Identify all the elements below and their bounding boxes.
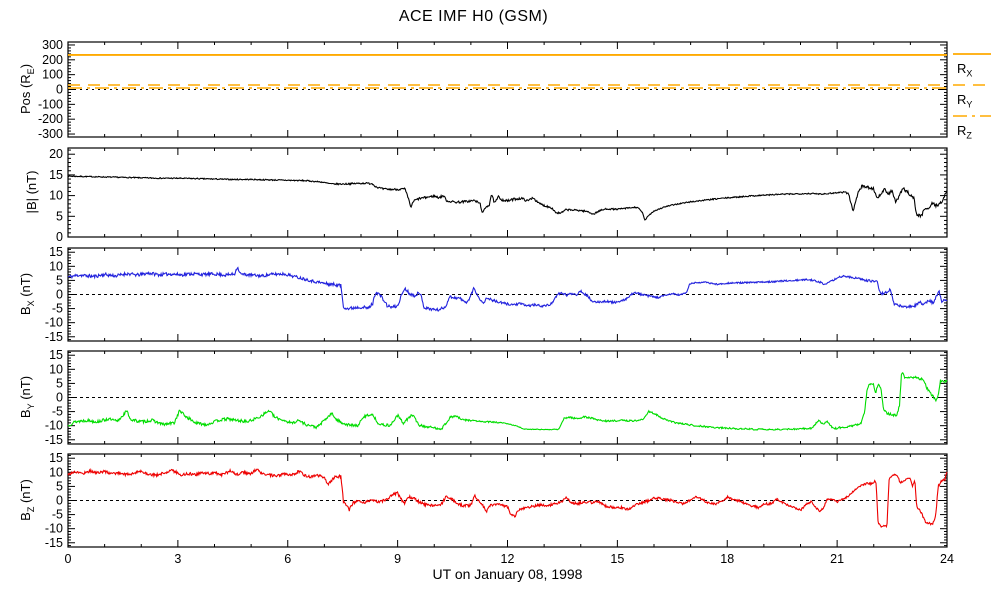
y-tick-label: 10 (49, 465, 63, 479)
y-tick-label: -5 (52, 302, 63, 316)
x-tick-label: 15 (610, 552, 624, 566)
y-tick-label: 20 (49, 147, 63, 161)
y-tick-label: 10 (49, 362, 63, 376)
y-tick-label: 0 (56, 494, 63, 508)
chart-title: ACE IMF H0 (GSM) (398, 8, 549, 25)
y-tick-label: 200 (42, 53, 63, 67)
x-tick-label: 6 (284, 552, 291, 566)
y-tick-label: -10 (45, 419, 63, 433)
y-tick-label: -200 (38, 112, 63, 126)
y-tick-label: -15 (45, 536, 63, 550)
panel-frame-b (67, 147, 948, 238)
y-axis-label-bx: BX (nT) (18, 272, 36, 316)
y-tick-label: 5 (56, 376, 63, 390)
y-axis-label-pos: Pos (RE) (18, 63, 36, 115)
y-tick-label: 100 (42, 68, 63, 82)
y-tick-label: -5 (52, 508, 63, 522)
y-tick-label: -15 (45, 330, 63, 344)
y-tick-label: 0 (56, 391, 63, 405)
panel-b: 20 15 10 5 0 (49, 147, 948, 244)
series-bx-line (67, 266, 948, 312)
x-tick-label: 24 (940, 552, 954, 566)
y-tick-label: 15 (49, 348, 63, 362)
legend-label-ry: RY (957, 92, 973, 110)
y-tick-label: -10 (45, 522, 63, 536)
legend-label-rz: RZ (957, 123, 972, 141)
series-bz-line (67, 467, 948, 529)
y-tick-label: -100 (38, 97, 63, 111)
y-tick-label: 15 (49, 451, 63, 465)
y-tick-label: 5 (56, 209, 63, 223)
x-axis-label: UT on January 08, 1998 (432, 566, 583, 582)
y-tick-label: 10 (49, 259, 63, 273)
y-tick-label: 0 (56, 83, 63, 97)
y-tick-label: 15 (49, 168, 63, 182)
y-tick-label: -300 (38, 127, 63, 141)
y-tick-label: 15 (49, 245, 63, 259)
y-axis-label-by: BY (nT) (18, 375, 36, 419)
series-by-line (67, 372, 948, 431)
y-tick-label: 300 (42, 38, 63, 52)
legend-label-rx: RX (957, 61, 973, 79)
x-tick-label: 9 (394, 552, 401, 566)
y-axis-label-bz: BZ (nT) (18, 479, 36, 521)
y-axis-label-bmag: |B| (nT) (24, 170, 40, 214)
x-tick-label: 0 (65, 552, 72, 566)
y-tick-label: 0 (56, 288, 63, 302)
y-tick-label: 10 (49, 189, 63, 203)
y-tick-label: 0 (56, 230, 63, 244)
x-tick-label: 3 (174, 552, 181, 566)
x-tick-label: 12 (501, 552, 515, 566)
series-bmag-line (68, 175, 948, 221)
y-tick-label: 5 (56, 273, 63, 287)
y-tick-label: -5 (52, 405, 63, 419)
y-tick-label: 5 (56, 479, 63, 493)
y-tick-label: -15 (45, 433, 63, 447)
x-tick-label: 21 (830, 552, 844, 566)
y-tick-label: -10 (45, 316, 63, 330)
x-tick-label: 18 (720, 552, 734, 566)
